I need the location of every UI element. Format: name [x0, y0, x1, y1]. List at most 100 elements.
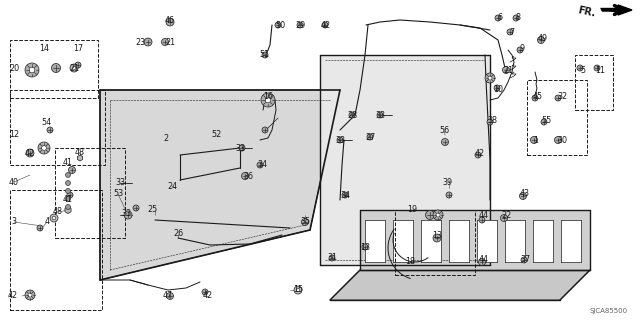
Text: 1: 1 — [534, 135, 538, 145]
Text: 14: 14 — [39, 44, 49, 52]
Circle shape — [426, 211, 435, 220]
Text: 10: 10 — [493, 84, 503, 93]
Text: 48: 48 — [75, 148, 85, 156]
Polygon shape — [360, 210, 590, 270]
Text: 33: 33 — [335, 135, 345, 145]
Text: 16: 16 — [263, 92, 273, 100]
Circle shape — [65, 196, 70, 202]
Circle shape — [446, 192, 452, 198]
Text: 3: 3 — [12, 218, 17, 227]
Text: 42: 42 — [203, 292, 213, 300]
Text: 34: 34 — [340, 190, 350, 199]
Circle shape — [52, 216, 56, 220]
Circle shape — [75, 62, 81, 68]
Text: 2: 2 — [163, 133, 168, 142]
Circle shape — [47, 127, 53, 133]
Bar — [55, 148, 125, 238]
Text: 8: 8 — [515, 12, 520, 21]
Text: 24: 24 — [167, 181, 177, 190]
Text: 21: 21 — [165, 37, 175, 46]
Text: 49: 49 — [538, 34, 548, 43]
Text: 42: 42 — [321, 20, 331, 29]
Circle shape — [65, 180, 70, 186]
Text: 7: 7 — [509, 28, 515, 36]
Circle shape — [362, 244, 368, 250]
Text: 38: 38 — [487, 116, 497, 124]
Circle shape — [37, 225, 43, 231]
Text: 41: 41 — [63, 157, 73, 166]
Text: 17: 17 — [73, 44, 83, 52]
Polygon shape — [330, 270, 590, 300]
Text: 43: 43 — [520, 189, 530, 198]
Circle shape — [349, 112, 355, 118]
Bar — [10, 40, 98, 98]
Text: 34: 34 — [257, 159, 267, 169]
Circle shape — [433, 234, 441, 242]
Bar — [533, 220, 553, 262]
Circle shape — [301, 219, 308, 226]
Text: 33: 33 — [121, 210, 131, 219]
Circle shape — [538, 36, 545, 44]
Text: 41: 41 — [63, 196, 73, 204]
Text: 21: 21 — [503, 66, 513, 75]
Circle shape — [42, 146, 47, 150]
Bar — [477, 220, 497, 262]
Text: 20: 20 — [9, 63, 19, 73]
Text: 31: 31 — [327, 253, 337, 262]
Circle shape — [261, 93, 275, 107]
Circle shape — [124, 211, 132, 219]
Text: 48: 48 — [53, 207, 63, 217]
Text: 18: 18 — [405, 258, 415, 267]
Circle shape — [485, 73, 495, 83]
Circle shape — [488, 76, 492, 80]
Text: FR.: FR. — [576, 5, 596, 19]
Polygon shape — [600, 8, 618, 12]
Text: 27: 27 — [365, 132, 375, 141]
Circle shape — [436, 213, 440, 217]
Circle shape — [65, 204, 70, 210]
Circle shape — [594, 65, 600, 71]
Text: 22: 22 — [501, 212, 511, 220]
Text: 46: 46 — [165, 15, 175, 25]
Circle shape — [166, 292, 173, 300]
Circle shape — [554, 137, 561, 143]
Polygon shape — [320, 55, 490, 265]
Text: 40: 40 — [9, 178, 19, 187]
Circle shape — [513, 15, 519, 21]
Circle shape — [265, 97, 271, 103]
Circle shape — [367, 134, 373, 140]
Text: SJCA85500: SJCA85500 — [590, 308, 628, 314]
Text: 19: 19 — [407, 205, 417, 214]
Circle shape — [257, 162, 263, 168]
Text: 56: 56 — [439, 125, 449, 134]
Text: 53: 53 — [113, 189, 123, 198]
Bar — [527, 80, 587, 155]
Circle shape — [531, 137, 538, 143]
Circle shape — [202, 289, 208, 295]
Text: 42: 42 — [8, 292, 18, 300]
Bar — [393, 220, 413, 262]
Circle shape — [294, 286, 302, 294]
Circle shape — [342, 192, 348, 198]
Circle shape — [67, 192, 73, 198]
Circle shape — [65, 188, 70, 194]
Bar — [365, 220, 385, 262]
Circle shape — [144, 38, 152, 46]
Circle shape — [479, 259, 486, 266]
Circle shape — [541, 119, 547, 125]
Text: 36: 36 — [243, 172, 253, 180]
Text: 11: 11 — [595, 66, 605, 75]
Text: 21: 21 — [69, 63, 79, 73]
Circle shape — [50, 214, 58, 222]
Circle shape — [65, 172, 70, 178]
Text: 52: 52 — [211, 130, 221, 139]
Text: 42: 42 — [25, 148, 35, 157]
FancyArrowPatch shape — [603, 5, 623, 14]
Circle shape — [495, 15, 501, 21]
Circle shape — [25, 63, 39, 77]
Text: 26: 26 — [173, 229, 183, 238]
Bar — [10, 90, 105, 165]
Text: 35: 35 — [300, 218, 310, 227]
Circle shape — [29, 67, 35, 73]
Polygon shape — [100, 90, 340, 280]
